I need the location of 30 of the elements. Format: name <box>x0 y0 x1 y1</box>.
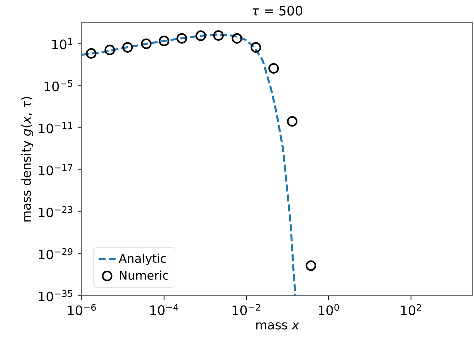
point <box>176 33 188 44</box>
legend-label: Analytic <box>119 254 166 266</box>
point <box>306 260 316 272</box>
y-tick-label: 10$^{−29}$ <box>39 248 73 260</box>
point <box>196 30 206 42</box>
x-axis-title: mass x <box>256 322 300 330</box>
y-tick-label: 10$^{−17}$ <box>39 164 73 176</box>
point <box>287 116 298 127</box>
point <box>268 63 280 74</box>
chart-title: τ = 500 <box>252 6 302 16</box>
y-tick-label: 10$^{−5}$ <box>44 80 73 92</box>
y-tick-label: 10$^{−23}$ <box>39 206 73 218</box>
point <box>104 44 116 56</box>
point <box>141 38 152 50</box>
y-tick-label: 10$^{−11}$ <box>39 122 72 134</box>
x-tick-label: 10$^{0}$ <box>318 304 340 316</box>
legend-label: Numeric <box>120 270 168 280</box>
y-axis-title: mass density g(x, τ) <box>21 97 34 222</box>
x-tick-label: 10$^{2}$ <box>401 304 422 316</box>
point <box>86 48 97 60</box>
point <box>159 36 170 47</box>
y-tick-label: 10$^{1}$ <box>52 38 72 50</box>
x-tick-label: 10$^{−4}$ <box>150 304 178 316</box>
x-tick-label: 10$^{−2}$ <box>232 304 260 316</box>
point <box>213 30 224 42</box>
point <box>232 33 242 44</box>
y-tick-label: 10$^{−35}$ <box>39 290 73 302</box>
point <box>122 42 134 53</box>
x-tick-label: 10$^{−6}$ <box>68 304 96 316</box>
point <box>250 42 262 53</box>
